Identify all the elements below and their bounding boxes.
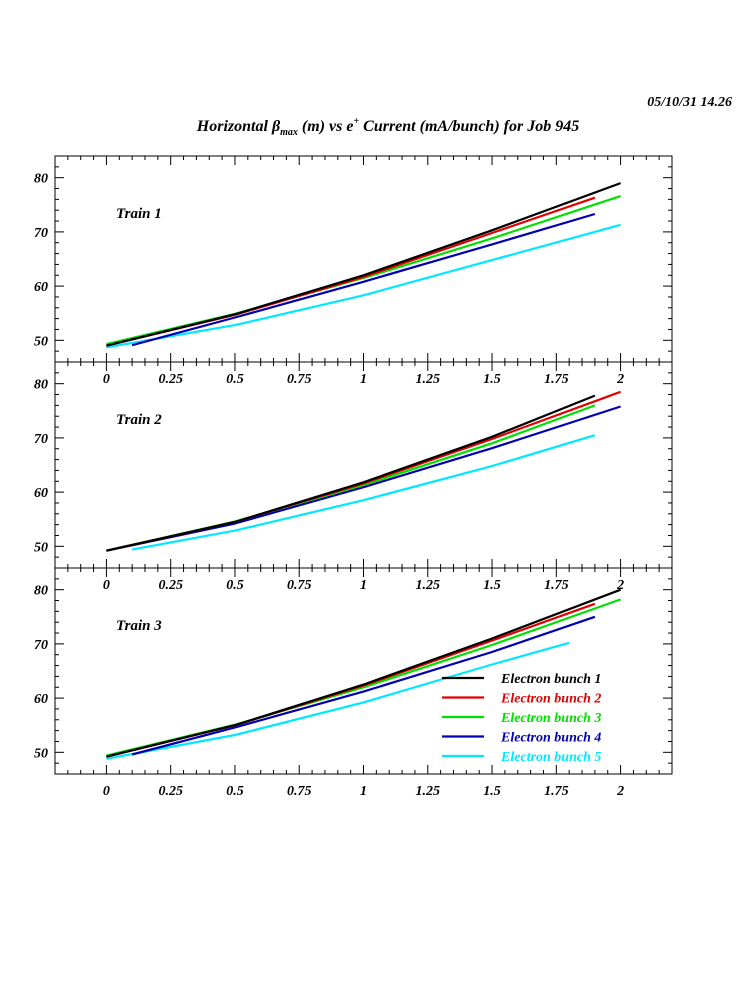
title-mid: (m) vs e <box>297 118 354 135</box>
legend-label-2: Electron bunch 2 <box>500 692 601 707</box>
x-tick-label: 2 <box>616 578 624 593</box>
x-tick-label: 0.5 <box>226 372 244 387</box>
x-tick-label: 1.25 <box>416 372 441 387</box>
panel-frame <box>54 361 673 569</box>
x-tick-label: 0.25 <box>158 578 183 593</box>
y-tick-label: 60 <box>34 486 48 501</box>
x-tick-label: 0.25 <box>158 372 183 387</box>
timestamp: 05/10/31 14.26 <box>647 95 732 110</box>
chart-title: Horizontal βmax (m) vs e+ Current (mA/bu… <box>100 116 676 138</box>
panel-frame <box>54 155 673 363</box>
series-line-bunch-5 <box>106 641 570 760</box>
y-tick-label: 60 <box>34 692 48 707</box>
series-line-bunch-1 <box>106 588 621 758</box>
y-tick-label: 50 <box>34 746 48 761</box>
x-tick-label: 1 <box>360 784 367 799</box>
x-tick-label: 0 <box>103 372 110 387</box>
x-tick-label: 1.75 <box>544 372 569 387</box>
x-tick-label: 1.5 <box>483 372 501 387</box>
x-tick-label: 0.5 <box>226 578 244 593</box>
legend-label-3: Electron bunch 3 <box>500 711 601 726</box>
series-line-bunch-3 <box>106 195 621 346</box>
x-tick-label: 0 <box>103 578 110 593</box>
x-tick-label: 1 <box>360 578 367 593</box>
x-tick-label: 2 <box>616 784 624 799</box>
x-tick-label: 0.75 <box>287 784 312 799</box>
title-post: Current (mA/bunch) for Job 945 <box>359 118 580 135</box>
panel-label: Train 3 <box>116 618 162 634</box>
x-tick-label: 1.5 <box>483 784 501 799</box>
x-tick-label: 1 <box>360 372 367 387</box>
series-line-bunch-1 <box>106 182 621 347</box>
y-tick-label: 70 <box>34 226 48 241</box>
legend: Electron bunch 1 Electron bunch 2 Electron… <box>442 672 601 765</box>
x-tick-label: 0.25 <box>158 784 183 799</box>
x-tick-label: 0 <box>103 784 110 799</box>
x-tick-label: 1.75 <box>544 578 569 593</box>
title-beta-sub: max <box>280 127 298 138</box>
y-tick-label: 70 <box>34 638 48 653</box>
legend-label-1: Electron bunch 1 <box>500 672 601 687</box>
x-tick-label: 1.75 <box>544 784 569 799</box>
series-line-bunch-4 <box>131 212 596 347</box>
series-line-bunch-4 <box>131 615 596 756</box>
title-sup: + <box>353 116 360 127</box>
y-tick-label: 70 <box>34 432 48 447</box>
panel-1: 50 60 70 80 0 0.25 0.5 0.75 1 1.25 1.5 1.75 2 Train 1 <box>34 155 673 387</box>
x-tick-label: 2 <box>616 372 624 387</box>
title-pre: Horizontal <box>196 118 272 135</box>
x-tick-label: 0.75 <box>287 372 312 387</box>
series-line-bunch-4 <box>106 405 621 552</box>
panel-2: 50 60 70 80 0 0.25 0.5 0.75 1 1.25 1.5 1.75 2 Train 2 <box>34 361 673 593</box>
title-beta: β <box>271 118 281 135</box>
panel-label: Train 1 <box>116 206 162 222</box>
legend-label-5: Electron bunch 5 <box>500 750 601 765</box>
x-tick-label: 0.5 <box>226 784 244 799</box>
y-tick-label: 60 <box>34 280 48 295</box>
series-line-bunch-1 <box>106 394 596 552</box>
legend-label-4: Electron bunch 4 <box>500 731 601 746</box>
series-line-bunch-5 <box>131 434 596 551</box>
y-tick-label: 80 <box>34 378 48 393</box>
y-tick-label: 50 <box>34 334 48 349</box>
x-tick-label: 1.5 <box>483 578 501 593</box>
x-tick-label: 1.25 <box>416 784 441 799</box>
y-tick-label: 80 <box>34 584 48 599</box>
y-tick-label: 50 <box>34 540 48 555</box>
x-tick-label: 1.25 <box>416 578 441 593</box>
series-line-bunch-5 <box>106 223 621 349</box>
y-tick-label: 80 <box>34 172 48 187</box>
x-tick-label: 0.75 <box>287 578 312 593</box>
panel-3: 50 60 70 80 0 0.25 0.5 0.75 1 1.25 1.5 1.75 2 Train 3 <box>34 567 673 799</box>
panel-label: Train 2 <box>116 412 162 428</box>
